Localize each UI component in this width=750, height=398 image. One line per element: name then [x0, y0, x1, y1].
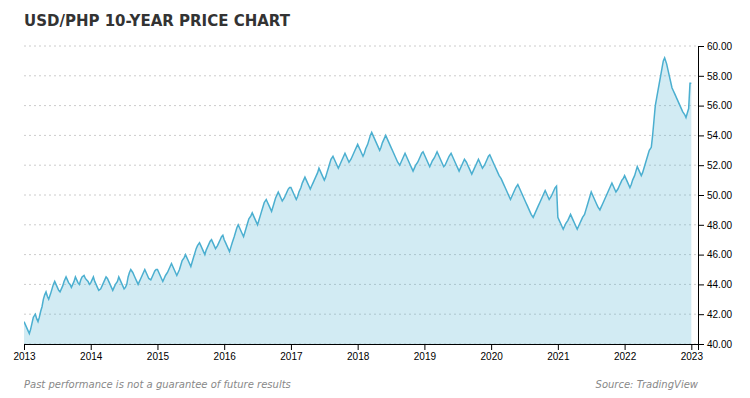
x-tick-mark	[558, 344, 559, 350]
x-tick: 2016	[214, 344, 237, 362]
y-tick: 46.00	[698, 249, 732, 260]
grid-line	[24, 46, 698, 47]
x-tick-mark	[424, 344, 425, 350]
y-tick-mark	[698, 284, 704, 285]
x-tick-label: 2016	[214, 351, 237, 362]
x-tick-label: 2015	[147, 351, 170, 362]
plot-area	[24, 58, 691, 344]
grid-line	[24, 75, 698, 76]
y-tick-mark	[698, 255, 704, 256]
x-tick-label: 2023	[681, 351, 704, 362]
y-tick-mark	[698, 344, 704, 345]
x-tick-label: 2022	[614, 351, 637, 362]
title: USD/PHP 10-YEAR PRICE CHART	[24, 12, 291, 30]
y-tick-label: 40.00	[707, 339, 732, 350]
y-tick: 60.00	[698, 41, 732, 52]
y-tick: 56.00	[698, 100, 732, 111]
grid-line	[24, 105, 698, 106]
line	[24, 58, 691, 334]
x-tick-label: 2020	[481, 351, 504, 362]
x-tick-label: 2014	[80, 351, 103, 362]
y-tick-label: 48.00	[707, 220, 732, 231]
y-tick: 58.00	[698, 71, 732, 82]
area	[24, 58, 691, 344]
y-tick: 40.00	[698, 339, 732, 350]
annotation: Source: TradingView	[596, 379, 699, 390]
x-tick-mark	[491, 344, 492, 350]
x-tick-mark	[24, 344, 25, 350]
x-tick-mark	[625, 344, 626, 350]
y-tick-mark	[698, 165, 704, 166]
x-tick-label: 2021	[547, 351, 570, 362]
grid-line	[24, 135, 698, 136]
x-tick: 2021	[547, 344, 570, 362]
x-tick: 2014	[80, 344, 103, 362]
y-tick-mark	[698, 135, 704, 136]
x-tick: 2013	[13, 344, 36, 362]
x-tick-mark	[358, 344, 359, 350]
y-tick-mark	[698, 76, 704, 77]
x-tick: 2022	[614, 344, 637, 362]
y-tick-label: 50.00	[707, 190, 732, 201]
grid	[24, 46, 698, 344]
y-tick: 54.00	[698, 130, 732, 141]
x-axis-line	[25, 345, 699, 351]
y-tick: 44.00	[698, 279, 732, 290]
y-axis: 40.00 42.00 44.00 46.00 48.00 50.00 52.00 54.00…	[698, 41, 732, 350]
x-tick: 2019	[414, 344, 437, 362]
x-axis: 2013 2014 2015 2016 2017 2018 2019 2020 2021 2022…	[13, 344, 703, 362]
y-tick-mark	[698, 225, 704, 226]
annotation: Past performance is not a guarantee of f…	[24, 379, 291, 390]
y-tick-label: 56.00	[707, 100, 732, 111]
x-tick: 2017	[280, 344, 303, 362]
y-tick-label: 44.00	[707, 279, 732, 290]
y-tick-label: 42.00	[707, 309, 732, 320]
y-tick-mark	[698, 195, 704, 196]
x-tick-label: 2019	[414, 351, 437, 362]
x-tick-mark	[157, 344, 158, 350]
y-tick-label: 54.00	[707, 130, 732, 141]
x-tick: 2020	[481, 344, 504, 362]
y-tick-label: 52.00	[707, 160, 732, 171]
y-tick: 48.00	[698, 220, 732, 231]
x-tick-mark	[291, 344, 292, 350]
y-tick: 50.00	[698, 190, 732, 201]
x-tick-mark	[91, 344, 92, 350]
x-tick: 2015	[147, 344, 170, 362]
x-tick-label: 2018	[347, 351, 370, 362]
x-tick: 2023	[681, 344, 704, 362]
x-tick-label: 2017	[280, 351, 303, 362]
y-axis-line	[699, 47, 705, 345]
y-tick-label: 60.00	[707, 41, 732, 52]
y-tick-mark	[698, 46, 704, 47]
x-tick: 2018	[347, 344, 370, 362]
x-tick-mark	[691, 344, 692, 350]
y-tick-mark	[698, 106, 704, 107]
x-tick-mark	[224, 344, 225, 350]
chart: USD/PHP 10-YEAR PRICE CHART2013201420152…	[0, 0, 750, 398]
y-tick: 42.00	[698, 309, 732, 320]
y-tick-label: 58.00	[707, 71, 732, 82]
y-tick-mark	[698, 314, 704, 315]
y-tick-label: 46.00	[707, 249, 732, 260]
y-tick: 52.00	[698, 160, 732, 171]
x-tick-label: 2013	[13, 351, 36, 362]
